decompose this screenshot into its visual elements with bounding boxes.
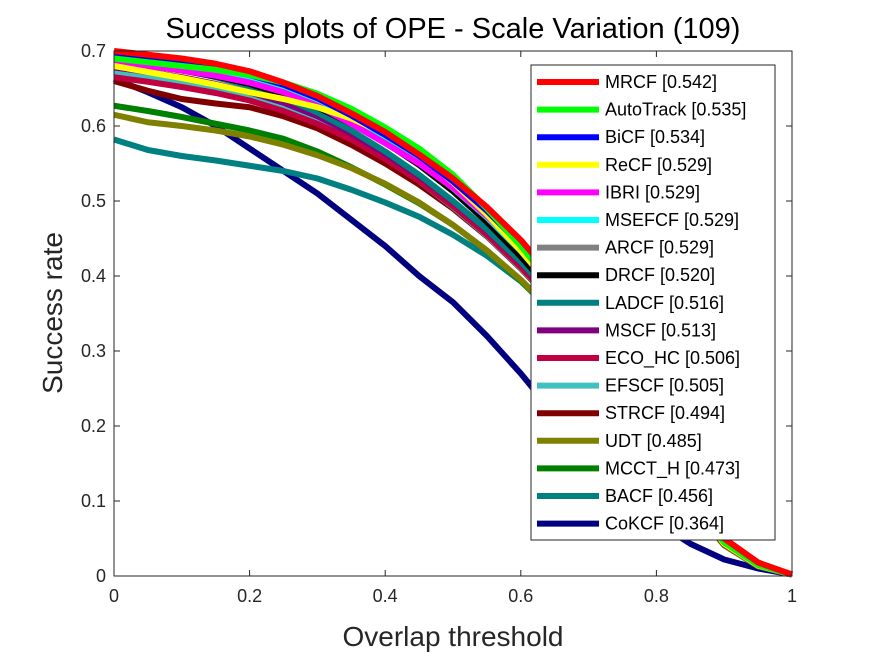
- legend-entry-label: AutoTrack [0.535]: [605, 100, 746, 120]
- chart-title: Success plots of OPE - Scale Variation (…: [166, 13, 741, 45]
- legend-entry-label: MRCF [0.542]: [605, 72, 717, 92]
- y-tick-label: 0.2: [81, 416, 106, 436]
- y-tick-label: 0.4: [81, 266, 106, 286]
- legend-entry-label: MCCT_H [0.473]: [605, 458, 740, 479]
- y-tick-label: 0.6: [81, 116, 106, 136]
- x-axis-label: Overlap threshold: [342, 621, 563, 652]
- x-tick-label: 1: [787, 586, 797, 606]
- y-tick-label: 0: [96, 566, 106, 586]
- legend-entry-label: ARCF [0.529]: [605, 238, 714, 258]
- legend-entry-label: ReCF [0.529]: [605, 155, 712, 175]
- x-tick-label: 0: [109, 586, 119, 606]
- legend-entry-label: BACF [0.456]: [605, 486, 713, 506]
- x-tick-label: 0.2: [237, 586, 262, 606]
- x-tick-label: 0.4: [373, 586, 398, 606]
- y-tick-label: 0.7: [81, 41, 106, 61]
- legend-entry-label: ECO_HC [0.506]: [605, 348, 740, 369]
- x-tick-label: 0.6: [508, 586, 533, 606]
- y-tick-label: 0.5: [81, 191, 106, 211]
- legend-entry-label: MSCF [0.513]: [605, 320, 716, 340]
- legend-entry-label: LADCF [0.516]: [605, 293, 724, 313]
- x-tick-label: 0.8: [644, 586, 669, 606]
- axes-box: [113, 50, 793, 577]
- legend-entry-label: IBRI [0.529]: [605, 182, 700, 202]
- axis-ticks: 0 0.2 0.4 0.6 0.8 1 0 0.1 0.2 0.3 0.4 0.5 0.6 0.7: [81, 41, 797, 606]
- legend-entry-label: BiCF [0.534]: [605, 127, 705, 147]
- y-tick-label: 0.3: [81, 341, 106, 361]
- legend: MRCF [0.542] AutoTrack [0.535] BiCF [0.534…: [530, 64, 776, 541]
- legend-entry-label: MSEFCF [0.529]: [605, 210, 739, 230]
- legend-entry-label: CoKCF [0.364]: [605, 514, 724, 534]
- y-axis-label: Success rate: [37, 232, 68, 394]
- legend-entry-label: UDT [0.485]: [605, 431, 702, 451]
- legend-entry-label: EFSCF [0.505]: [605, 376, 724, 396]
- legend-entry-label: STRCF [0.494]: [605, 403, 725, 423]
- legend-entry-label: DRCF [0.520]: [605, 265, 715, 285]
- y-tick-label: 0.1: [81, 491, 106, 511]
